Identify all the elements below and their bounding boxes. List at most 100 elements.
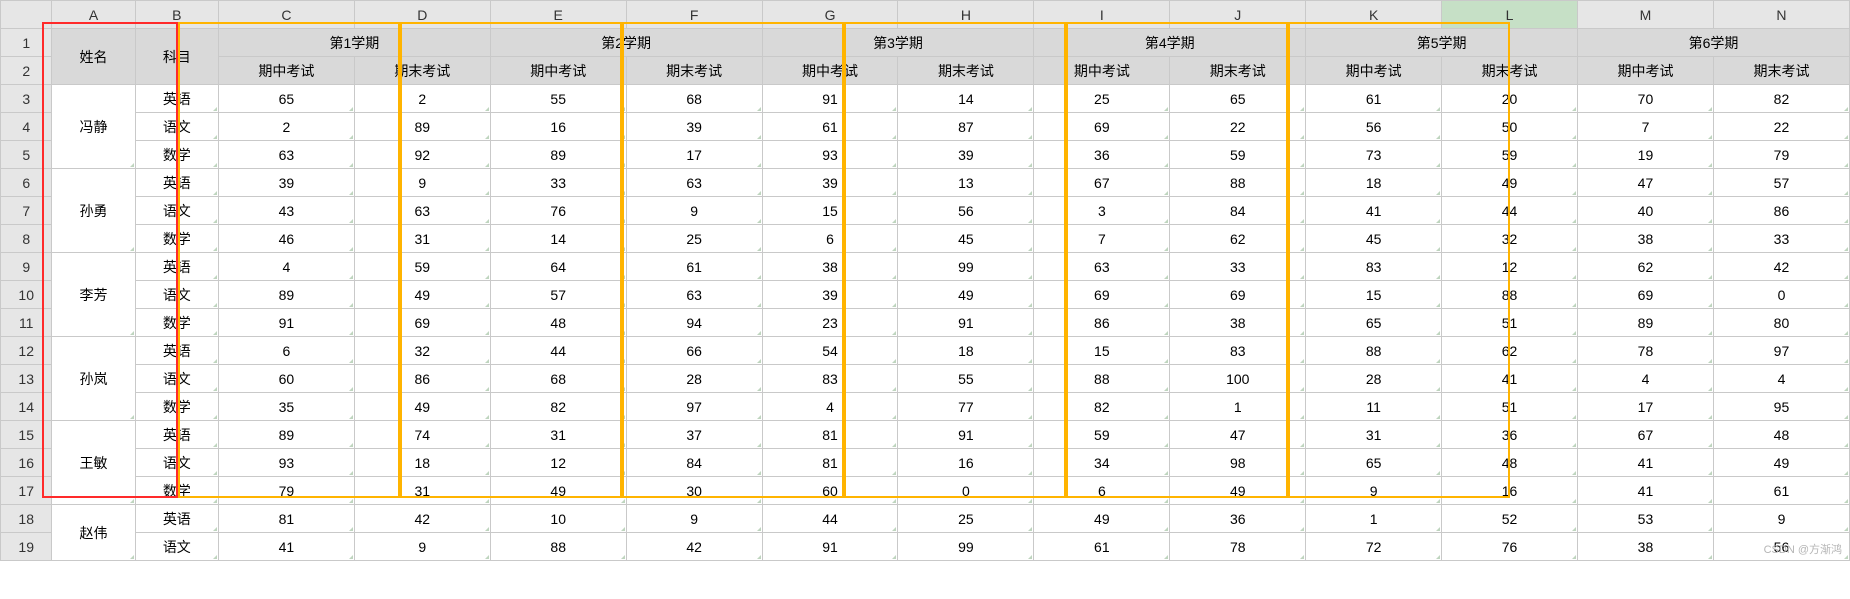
score-cell[interactable]: 44 xyxy=(1442,197,1578,225)
score-cell[interactable]: 88 xyxy=(490,533,626,561)
header-term-3[interactable]: 第3学期 xyxy=(762,29,1034,57)
score-cell[interactable]: 49 xyxy=(898,281,1034,309)
score-cell[interactable]: 93 xyxy=(762,141,898,169)
score-cell[interactable]: 83 xyxy=(762,365,898,393)
header-exam-6-mid[interactable]: 期中考试 xyxy=(1578,57,1714,85)
col-header-E[interactable]: E xyxy=(490,1,626,29)
score-cell[interactable]: 88 xyxy=(1170,169,1306,197)
row-header-17[interactable]: 17 xyxy=(1,477,52,505)
score-cell[interactable]: 4 xyxy=(762,393,898,421)
row-header-16[interactable]: 16 xyxy=(1,449,52,477)
row-header-14[interactable]: 14 xyxy=(1,393,52,421)
score-cell[interactable]: 6 xyxy=(218,337,354,365)
score-cell[interactable]: 62 xyxy=(1578,253,1714,281)
score-cell[interactable]: 60 xyxy=(762,477,898,505)
student-name[interactable]: 孙勇 xyxy=(52,169,135,253)
score-cell[interactable]: 37 xyxy=(626,421,762,449)
header-subject[interactable]: 科目 xyxy=(135,29,218,85)
score-cell[interactable]: 38 xyxy=(1170,309,1306,337)
subject-cell[interactable]: 英语 xyxy=(135,253,218,281)
score-cell[interactable]: 1 xyxy=(1170,393,1306,421)
score-cell[interactable]: 81 xyxy=(762,449,898,477)
subject-cell[interactable]: 数学 xyxy=(135,225,218,253)
score-cell[interactable]: 31 xyxy=(354,477,490,505)
score-cell[interactable]: 86 xyxy=(1713,197,1849,225)
score-cell[interactable]: 99 xyxy=(898,533,1034,561)
score-cell[interactable]: 49 xyxy=(354,281,490,309)
score-cell[interactable]: 39 xyxy=(218,169,354,197)
score-cell[interactable]: 42 xyxy=(626,533,762,561)
row-header-6[interactable]: 6 xyxy=(1,169,52,197)
score-cell[interactable]: 35 xyxy=(218,393,354,421)
score-cell[interactable]: 63 xyxy=(218,141,354,169)
row-header-13[interactable]: 13 xyxy=(1,365,52,393)
score-cell[interactable]: 80 xyxy=(1713,309,1849,337)
col-header-C[interactable]: C xyxy=(218,1,354,29)
score-cell[interactable]: 48 xyxy=(490,309,626,337)
score-cell[interactable]: 47 xyxy=(1170,421,1306,449)
score-cell[interactable]: 69 xyxy=(1034,281,1170,309)
score-cell[interactable]: 55 xyxy=(490,85,626,113)
score-cell[interactable]: 49 xyxy=(1034,505,1170,533)
score-cell[interactable]: 3 xyxy=(1034,197,1170,225)
score-cell[interactable]: 9 xyxy=(626,505,762,533)
col-header-F[interactable]: F xyxy=(626,1,762,29)
score-cell[interactable]: 91 xyxy=(762,85,898,113)
score-cell[interactable]: 18 xyxy=(1306,169,1442,197)
score-cell[interactable]: 63 xyxy=(626,281,762,309)
score-cell[interactable]: 49 xyxy=(354,393,490,421)
score-cell[interactable]: 9 xyxy=(1713,505,1849,533)
score-cell[interactable]: 61 xyxy=(626,253,762,281)
col-header-B[interactable]: B xyxy=(135,1,218,29)
score-cell[interactable]: 93 xyxy=(218,449,354,477)
row-header-19[interactable]: 19 xyxy=(1,533,52,561)
subject-cell[interactable]: 语文 xyxy=(135,197,218,225)
student-name[interactable]: 孙岚 xyxy=(52,337,135,421)
header-name[interactable]: 姓名 xyxy=(52,29,135,85)
score-cell[interactable]: 86 xyxy=(354,365,490,393)
score-cell[interactable]: 61 xyxy=(762,113,898,141)
score-cell[interactable]: 69 xyxy=(1578,281,1714,309)
header-exam-2-final[interactable]: 期末考试 xyxy=(626,57,762,85)
student-name[interactable]: 冯静 xyxy=(52,85,135,169)
score-cell[interactable]: 25 xyxy=(1034,85,1170,113)
score-cell[interactable]: 48 xyxy=(1713,421,1849,449)
score-cell[interactable]: 33 xyxy=(1713,225,1849,253)
row-header-3[interactable]: 3 xyxy=(1,85,52,113)
score-cell[interactable]: 94 xyxy=(626,309,762,337)
score-cell[interactable]: 50 xyxy=(1442,113,1578,141)
row-header-2[interactable]: 2 xyxy=(1,57,52,85)
row-header-15[interactable]: 15 xyxy=(1,421,52,449)
score-cell[interactable]: 12 xyxy=(1442,253,1578,281)
row-header-18[interactable]: 18 xyxy=(1,505,52,533)
score-cell[interactable]: 88 xyxy=(1442,281,1578,309)
student-name[interactable]: 王敏 xyxy=(52,421,135,505)
subject-cell[interactable]: 英语 xyxy=(135,505,218,533)
score-cell[interactable]: 55 xyxy=(898,365,1034,393)
score-cell[interactable]: 51 xyxy=(1442,393,1578,421)
score-cell[interactable]: 44 xyxy=(762,505,898,533)
col-header-J[interactable]: J xyxy=(1170,1,1306,29)
score-cell[interactable]: 68 xyxy=(490,365,626,393)
score-cell[interactable]: 2 xyxy=(218,113,354,141)
score-cell[interactable]: 12 xyxy=(490,449,626,477)
score-cell[interactable]: 91 xyxy=(898,309,1034,337)
score-cell[interactable]: 82 xyxy=(490,393,626,421)
grid-table[interactable]: ABCDEFGHIJKLMN1姓名科目第1学期第2学期第3学期第4学期第5学期第… xyxy=(0,0,1850,561)
score-cell[interactable]: 83 xyxy=(1170,337,1306,365)
spreadsheet[interactable]: ABCDEFGHIJKLMN1姓名科目第1学期第2学期第3学期第4学期第5学期第… xyxy=(0,0,1850,561)
score-cell[interactable]: 64 xyxy=(490,253,626,281)
score-cell[interactable]: 41 xyxy=(218,533,354,561)
header-exam-6-final[interactable]: 期末考试 xyxy=(1713,57,1849,85)
subject-cell[interactable]: 数学 xyxy=(135,309,218,337)
score-cell[interactable]: 54 xyxy=(762,337,898,365)
score-cell[interactable]: 15 xyxy=(1306,281,1442,309)
score-cell[interactable]: 39 xyxy=(762,169,898,197)
row-header-12[interactable]: 12 xyxy=(1,337,52,365)
score-cell[interactable]: 91 xyxy=(218,309,354,337)
header-exam-2-mid[interactable]: 期中考试 xyxy=(490,57,626,85)
score-cell[interactable]: 17 xyxy=(626,141,762,169)
score-cell[interactable]: 61 xyxy=(1713,477,1849,505)
score-cell[interactable]: 61 xyxy=(1306,85,1442,113)
header-exam-4-final[interactable]: 期末考试 xyxy=(1170,57,1306,85)
